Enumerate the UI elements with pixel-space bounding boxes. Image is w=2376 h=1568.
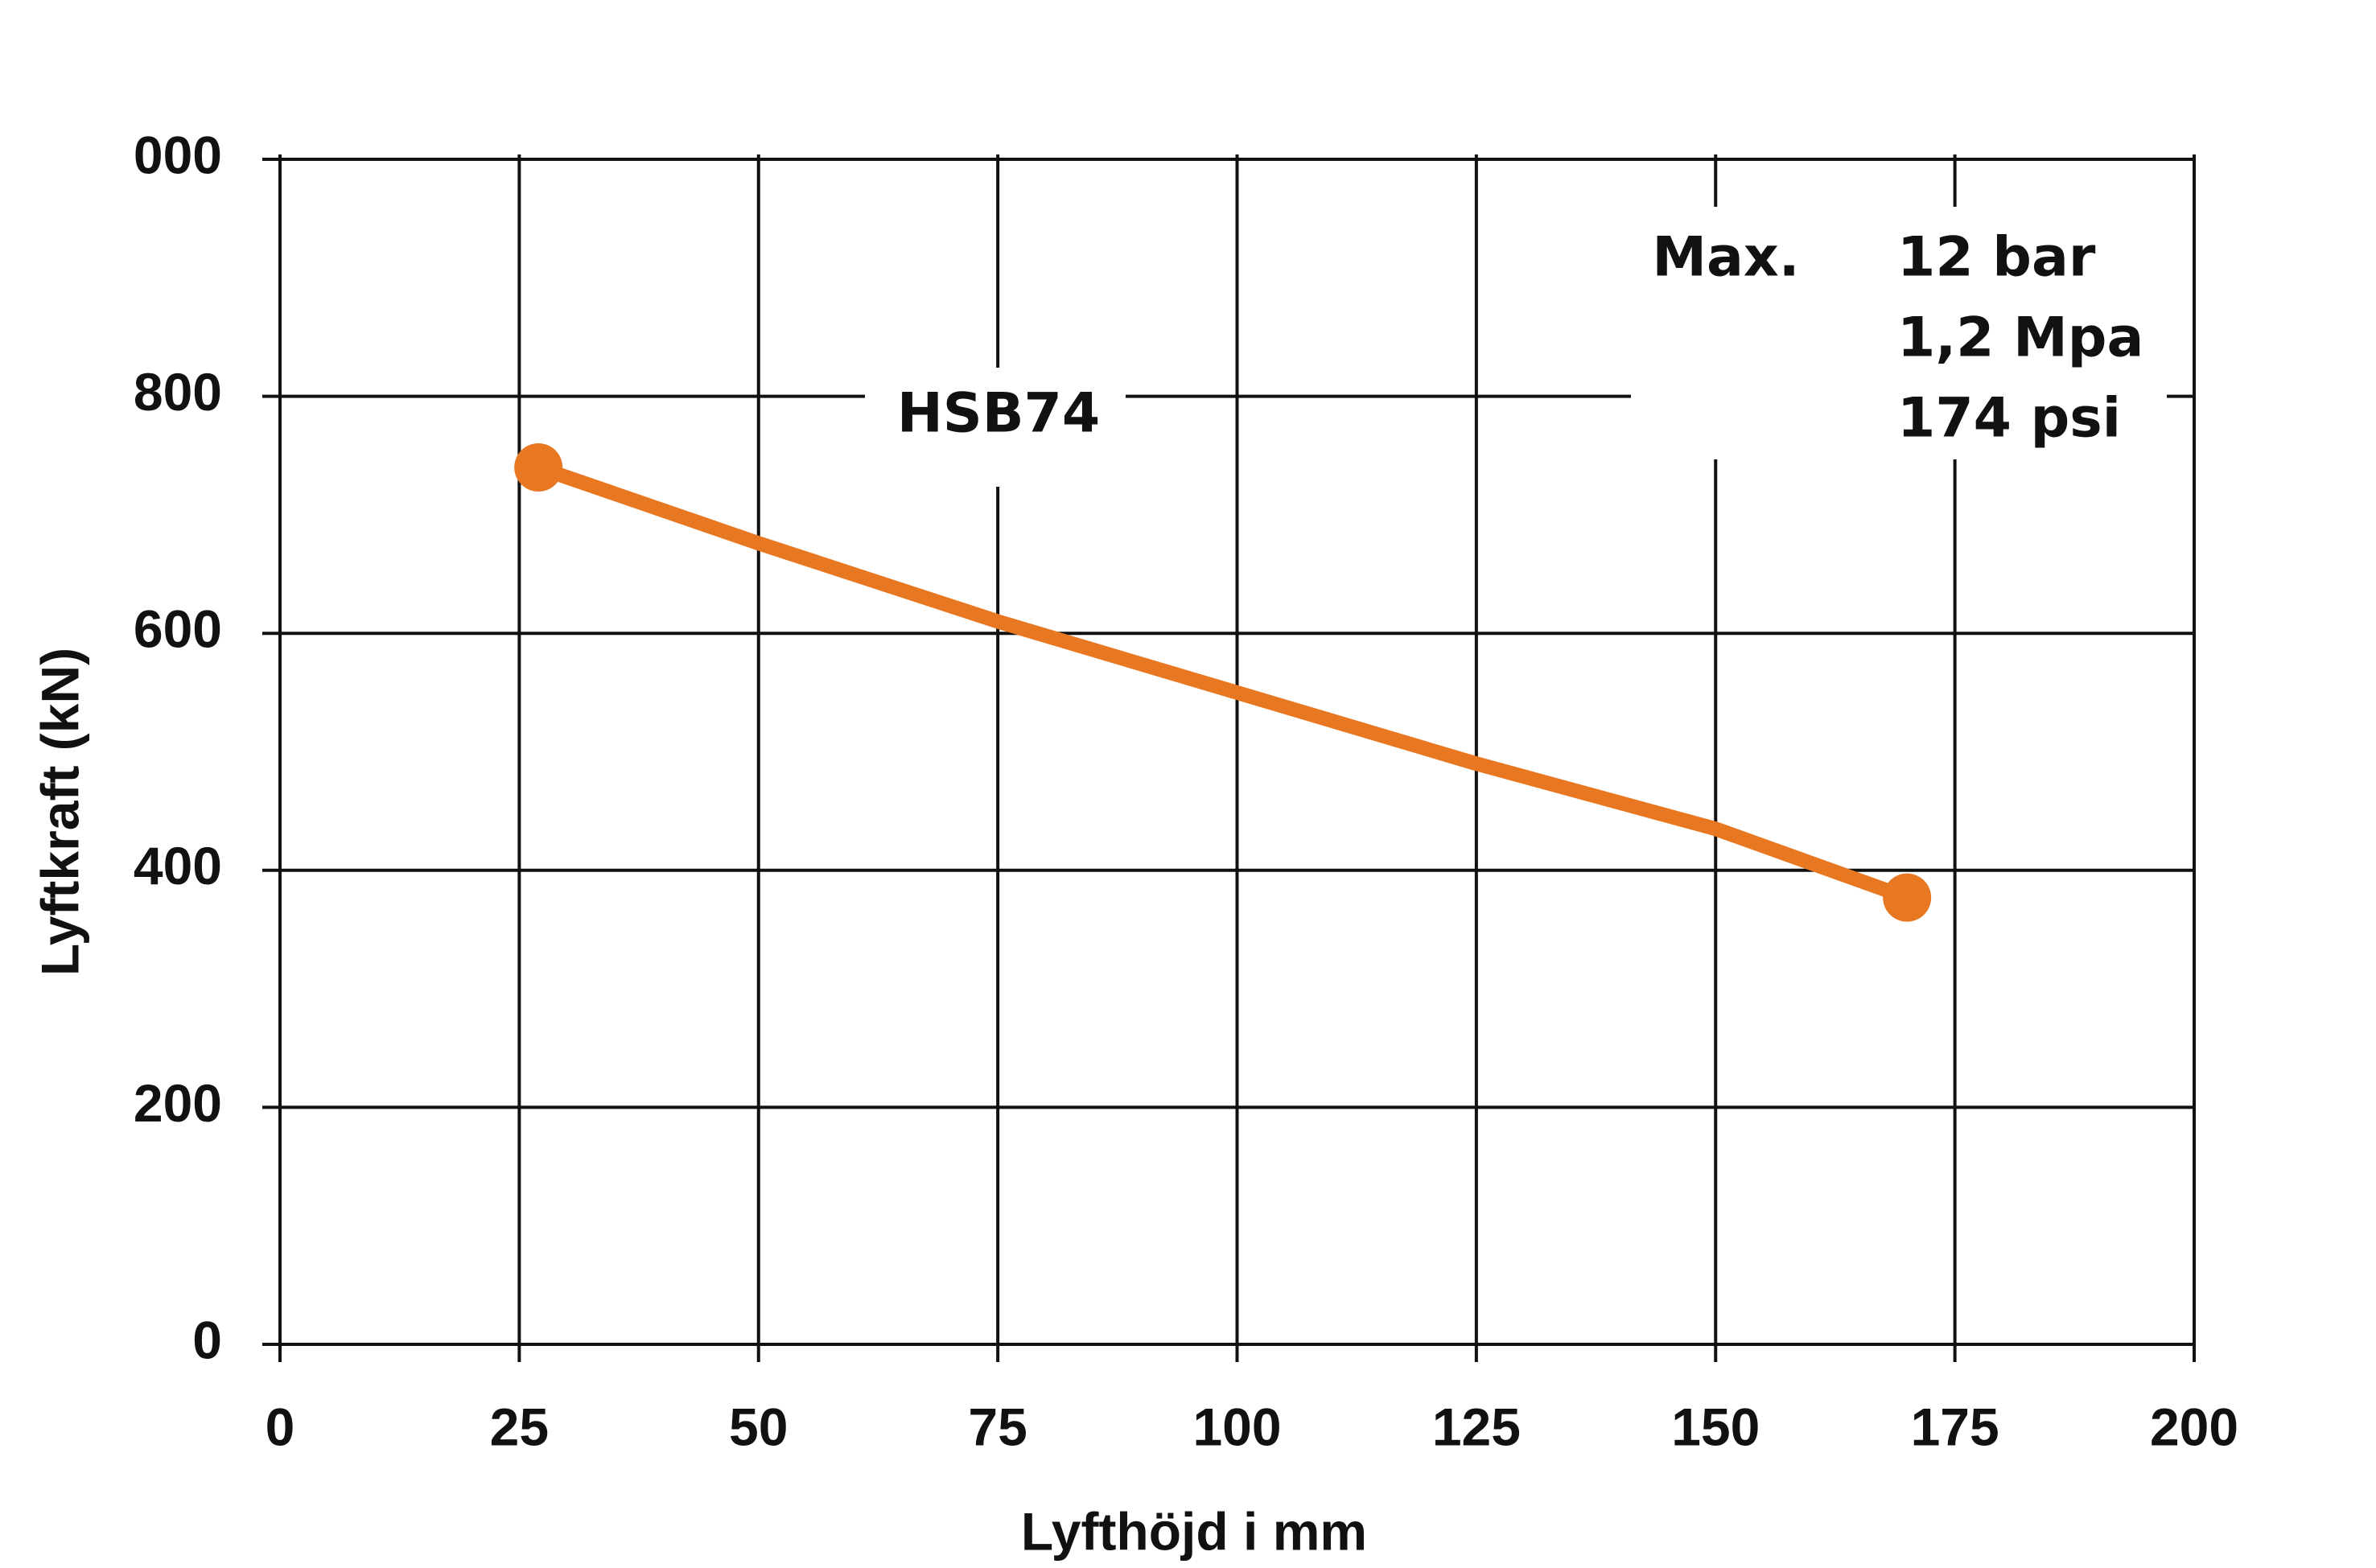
y-tick-label: 600 — [134, 599, 222, 659]
x-tick-label: 100 — [1192, 1397, 1281, 1456]
x-tick-label: 125 — [1432, 1397, 1521, 1456]
y-tick-label: 200 — [134, 1073, 222, 1133]
x-tick-label: 175 — [1911, 1397, 1999, 1456]
marker — [514, 442, 563, 492]
y-axis-title: Lyftkraft (kN) — [30, 648, 89, 976]
x-axis-title: Lyfthöjd i mm — [1021, 1501, 1367, 1561]
x-tick-label: 75 — [968, 1397, 1027, 1456]
grid — [262, 154, 2196, 1362]
line — [531, 459, 1915, 905]
x-tick-label: 200 — [2150, 1397, 2238, 1456]
annotation: 12 bar — [1897, 226, 2096, 290]
y-tick-label: 800 — [134, 362, 222, 422]
y-tick-label: 000 — [134, 125, 222, 184]
annotation: Max. — [1652, 226, 1799, 290]
x-tick-label: 50 — [729, 1397, 788, 1456]
annotation: 174 psi — [1897, 387, 2121, 451]
x-tick-label: 150 — [1671, 1397, 1760, 1456]
series-label: HSB74 — [897, 382, 1100, 446]
marker — [1883, 873, 1932, 922]
annotation-box — [865, 368, 1126, 487]
annotation: 1,2 Mpa — [1897, 307, 2143, 370]
y-tick-label: 400 — [134, 836, 222, 895]
y-tick-label: 0 — [192, 1310, 222, 1369]
x-tick-label: 0 — [266, 1397, 295, 1456]
annotation-box — [1631, 207, 2167, 459]
x-tick-label: 25 — [490, 1397, 549, 1456]
annotations: HSB74 Max. 12 bar 1,2 Mpa 174 psi — [865, 207, 2167, 487]
